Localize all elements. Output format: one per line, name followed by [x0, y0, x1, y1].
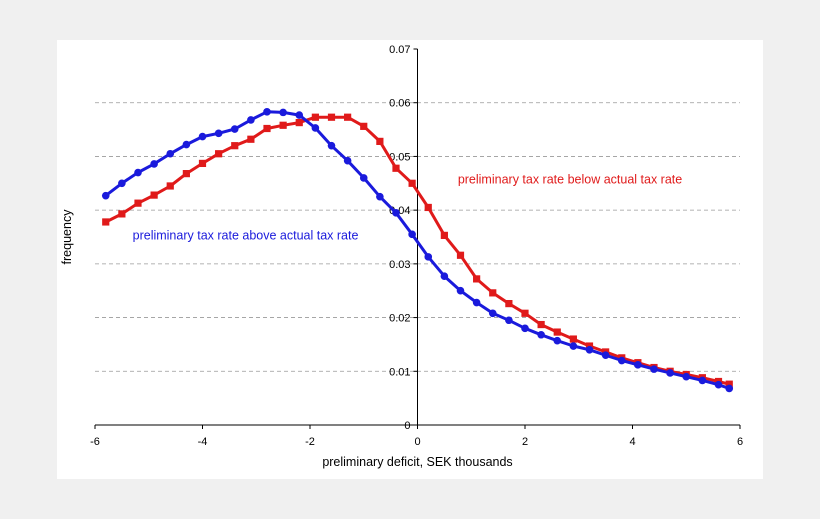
data-point	[505, 300, 513, 308]
data-point	[537, 330, 545, 339]
data-point	[360, 122, 368, 130]
data-point	[521, 324, 529, 333]
data-point	[150, 191, 158, 199]
x-tick-label: -2	[305, 436, 315, 448]
data-point	[392, 209, 400, 217]
data-point	[408, 230, 416, 239]
data-point	[166, 182, 174, 190]
data-point	[650, 365, 658, 373]
data-point	[215, 150, 223, 158]
data-point	[472, 298, 481, 307]
data-point	[569, 335, 577, 343]
series-above-actual	[101, 108, 734, 393]
data-point	[488, 309, 497, 318]
data-point	[118, 210, 126, 218]
data-point	[182, 140, 191, 149]
data-point	[505, 316, 513, 325]
data-point	[392, 164, 400, 172]
y-tick-label: 0.06	[389, 98, 410, 110]
y-tick-label: 0.03	[389, 259, 410, 271]
data-point	[456, 251, 465, 259]
data-point	[553, 328, 561, 336]
x-tick-label: 6	[737, 436, 743, 448]
data-point	[424, 203, 432, 212]
x-axis-title: preliminary deficit, SEK thousands	[322, 455, 512, 469]
x-tick-label: 0	[414, 436, 420, 448]
x-tick-label: 2	[522, 436, 528, 448]
data-point	[601, 351, 610, 359]
data-point	[166, 149, 175, 158]
data-point	[295, 118, 303, 127]
data-point	[134, 168, 142, 177]
data-point	[634, 361, 642, 369]
data-point	[376, 192, 384, 201]
data-point	[198, 159, 207, 168]
y-tick-label: 0.07	[389, 44, 410, 56]
data-point	[327, 113, 336, 121]
labels: preliminary deficit, SEK thousands frequ…	[60, 172, 682, 469]
data-point	[725, 384, 734, 393]
data-point	[359, 174, 368, 182]
data-point	[440, 231, 448, 239]
y-tick-label: 0.05	[389, 151, 410, 163]
series-line	[105, 115, 730, 386]
data-point	[182, 170, 190, 178]
data-point	[725, 380, 733, 388]
x-tick-label: 4	[629, 436, 635, 448]
data-point	[473, 275, 481, 283]
data-point	[714, 380, 723, 389]
y-tick-label: 0	[404, 420, 410, 432]
chart-panel	[57, 40, 763, 479]
series	[101, 108, 734, 393]
data-point	[118, 179, 126, 188]
series-line	[104, 110, 730, 390]
data-point	[150, 160, 158, 168]
data-point	[521, 309, 529, 317]
data-point	[279, 121, 287, 129]
data-point	[247, 135, 255, 143]
data-point	[617, 356, 626, 365]
data-point	[247, 116, 255, 124]
x-tick-label: -6	[90, 436, 100, 448]
data-point	[230, 125, 239, 133]
data-point	[279, 108, 287, 117]
data-point	[198, 132, 207, 141]
data-point	[666, 369, 674, 377]
data-point	[263, 124, 271, 133]
data-point	[295, 111, 304, 119]
data-point	[101, 191, 110, 200]
data-point	[327, 141, 336, 150]
data-point	[698, 376, 707, 385]
data-point	[214, 129, 223, 138]
y-axis-title: frequency	[60, 209, 74, 265]
annotation-above-actual: preliminary tax rate above actual tax ra…	[133, 229, 359, 243]
data-point	[569, 342, 578, 350]
data-point	[102, 218, 110, 226]
annotation-below-actual: preliminary tax rate below actual tax ra…	[458, 172, 682, 186]
data-point	[343, 156, 352, 165]
y-tick-label: 0.01	[389, 366, 410, 378]
data-point	[134, 199, 142, 207]
data-point	[553, 336, 562, 345]
ticks: 00.010.020.030.040.050.060.07-6 -4 -2 0 2 4 6	[90, 44, 743, 448]
data-point	[311, 113, 319, 121]
x-tick-label: -4	[198, 436, 208, 448]
y-tick-label: 0.02	[389, 313, 410, 325]
data-point	[424, 253, 433, 261]
data-point	[408, 179, 416, 187]
data-point	[456, 286, 465, 295]
data-point	[440, 272, 449, 281]
data-point	[376, 137, 384, 145]
data-point	[344, 113, 352, 121]
data-point	[489, 289, 497, 297]
data-point	[231, 142, 239, 150]
data-point	[585, 346, 594, 354]
data-point	[682, 372, 691, 381]
data-point	[263, 108, 271, 116]
data-point	[311, 124, 320, 132]
data-point	[537, 320, 545, 329]
